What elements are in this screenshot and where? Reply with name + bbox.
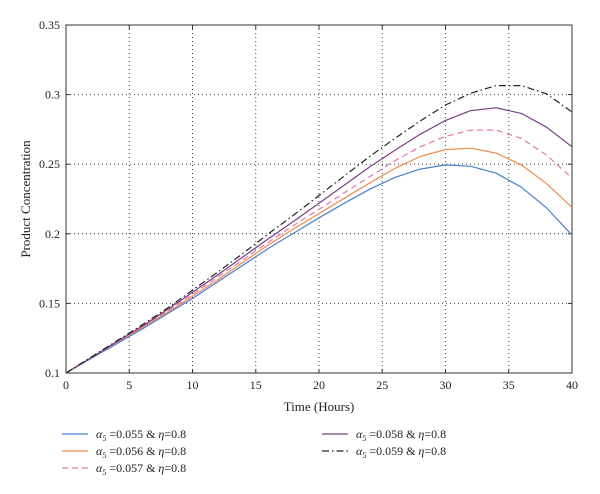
x-tick-label: 25: [376, 378, 388, 392]
x-tick-label: 30: [440, 378, 452, 392]
x-tick-label: 35: [503, 378, 515, 392]
x-tick-label: 40: [566, 378, 578, 392]
y-axis-title: Product Concentration: [18, 140, 33, 258]
series-line: [65, 84, 573, 374]
y-tick-label: 0.15: [39, 296, 60, 310]
y-tick-label: 0.25: [39, 157, 60, 171]
legend: α5 =0.055 & η=0.8α5 =0.056 & η=0.8α5 =0.…: [62, 427, 446, 477]
grid: [66, 25, 572, 373]
y-tick-label: 0.3: [45, 88, 60, 102]
x-tick-label: 0: [63, 378, 69, 392]
y-tick-label: 0.35: [39, 18, 60, 32]
series-lines: [65, 84, 573, 374]
legend-label: α5 =0.058 & η=0.8: [356, 427, 446, 443]
y-tick-label: 0.2: [45, 227, 60, 241]
series-line: [65, 107, 573, 374]
series-line: [65, 164, 573, 374]
axis-ticks: 0 5 10 15 20 25 30 35 40 0.1 0.15 0.2 0.25 0.3 0.35: [39, 18, 578, 392]
legend-label: α5 =0.057 & η=0.8: [96, 461, 186, 477]
legend-label: α5 =0.055 & η=0.8: [96, 427, 186, 443]
series-line: [65, 147, 573, 374]
x-tick-label: 10: [187, 378, 199, 392]
x-tick-label: 5: [126, 378, 132, 392]
x-tick-label: 20: [313, 378, 325, 392]
y-tick-label: 0.1: [45, 366, 60, 380]
legend-label: α5 =0.056 & η=0.8: [96, 444, 186, 460]
x-axis-title: Time (Hours): [284, 399, 355, 414]
legend-label: α5 =0.059 & η=0.8: [356, 444, 446, 460]
series-line: [65, 129, 573, 374]
x-tick-label: 15: [250, 378, 262, 392]
